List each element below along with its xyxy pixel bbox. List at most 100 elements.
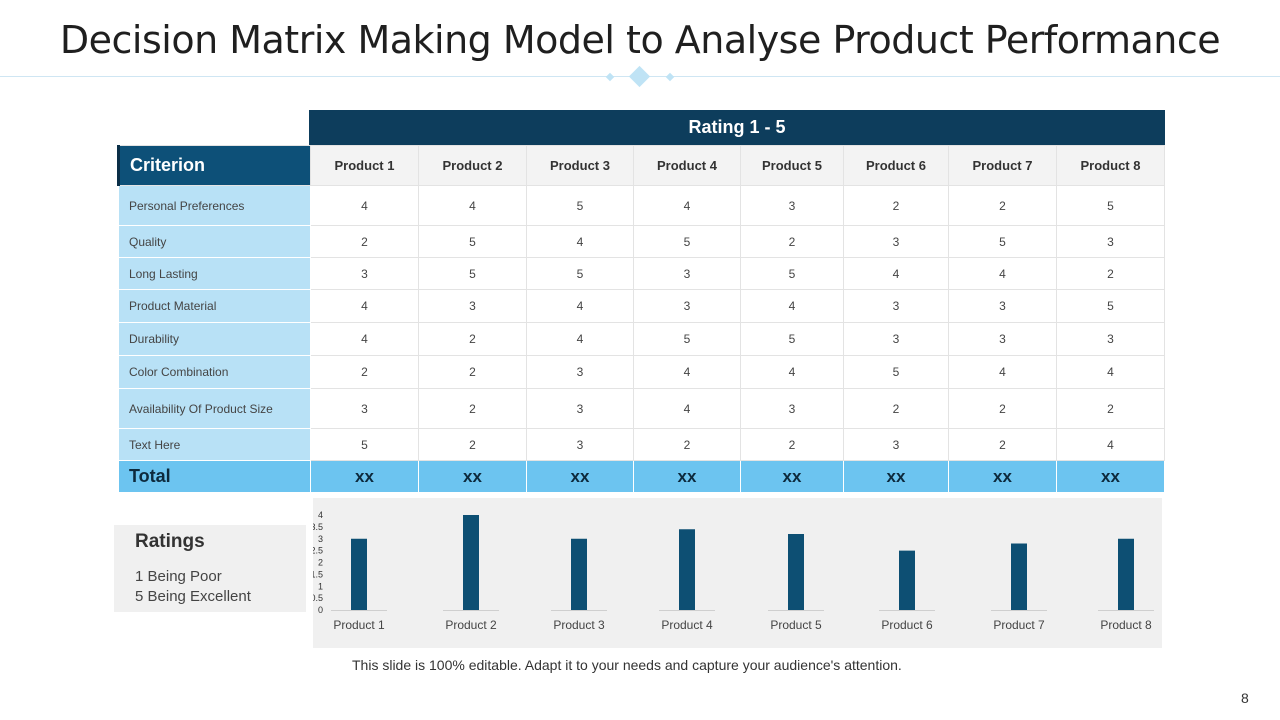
product-rating-chart-panel: 0 0.5 1 1.52 2.5 3 3.5 4 Product 1 Product 2 Produ… bbox=[313, 498, 1162, 648]
rating-cell: 5 bbox=[310, 428, 419, 461]
rating-cell: 5 bbox=[526, 257, 634, 290]
rating-cell: 3 bbox=[310, 388, 419, 429]
rating-cell: 3 bbox=[633, 257, 741, 290]
rating-cell: 5 bbox=[740, 257, 844, 290]
criterion-label: Durability bbox=[118, 322, 311, 356]
rating-cell: 2 bbox=[740, 225, 844, 258]
rating-cell: 4 bbox=[526, 289, 634, 323]
bar-product-4 bbox=[679, 529, 695, 610]
x-category-label: Product 2 bbox=[445, 618, 497, 632]
rating-cell: 4 bbox=[526, 225, 634, 258]
total-cell: xx bbox=[1056, 460, 1165, 493]
criterion-row: Durability 4 2 4 5 5 3 3 3 bbox=[118, 322, 1165, 356]
rating-cell: 4 bbox=[1056, 355, 1165, 389]
criterion-label: Availability Of Product Size bbox=[118, 388, 311, 429]
criterion-label: Text Here bbox=[118, 428, 311, 461]
total-label: Total bbox=[118, 460, 311, 493]
rating-cell: 2 bbox=[418, 428, 527, 461]
criterion-row: Availability Of Product Size 3 2 3 4 3 2 2 2 bbox=[118, 388, 1165, 429]
product-header-5: Product 5 bbox=[740, 145, 844, 186]
total-cell: xx bbox=[310, 460, 419, 493]
y-tick-label: 1.5 bbox=[313, 569, 323, 579]
rating-cell: 2 bbox=[843, 388, 949, 429]
rating-cell: 4 bbox=[310, 289, 419, 323]
rating-cell: 3 bbox=[843, 289, 949, 323]
y-tick-label: 3 bbox=[318, 534, 323, 544]
y-tick-label: 3.5 bbox=[313, 522, 323, 532]
rating-cell: 2 bbox=[948, 428, 1057, 461]
rating-cell: 3 bbox=[310, 257, 419, 290]
ratings-legend-title: Ratings bbox=[135, 531, 205, 552]
rating-cell: 3 bbox=[526, 428, 634, 461]
total-cell: xx bbox=[843, 460, 949, 493]
ratings-legend: Ratings 1 Being Poor 5 Being Excellent bbox=[114, 525, 306, 612]
bar-product-3 bbox=[571, 538, 587, 610]
bar-product-1 bbox=[351, 538, 367, 610]
criterion-row: Quality 2 5 4 5 2 3 5 3 bbox=[118, 225, 1165, 258]
slide-title: Decision Matrix Making Model to Analyse … bbox=[59, 18, 1221, 62]
rating-cell: 5 bbox=[526, 185, 634, 226]
total-cell: xx bbox=[948, 460, 1057, 493]
criterion-row: Text Here 5 2 3 2 2 3 2 4 bbox=[118, 428, 1165, 461]
y-tick-label: 0.5 bbox=[313, 593, 323, 603]
rating-cell: 3 bbox=[843, 225, 949, 258]
bar-product-7 bbox=[1011, 543, 1027, 610]
rating-cell: 5 bbox=[633, 225, 741, 258]
diamond-ornament-center bbox=[628, 65, 651, 88]
rating-cell: 3 bbox=[1056, 225, 1165, 258]
y-tick-label: 4 bbox=[318, 510, 323, 520]
rating-cell: 2 bbox=[418, 355, 527, 389]
rating-cell: 5 bbox=[418, 257, 527, 290]
rating-cell: 2 bbox=[310, 225, 419, 258]
rating-cell: 4 bbox=[310, 322, 419, 356]
product-header-8: Product 8 bbox=[1056, 145, 1165, 186]
bar-product-8 bbox=[1118, 538, 1134, 610]
total-row: Total xx xx xx xx xx xx xx xx bbox=[118, 460, 1165, 493]
rating-cell: 2 bbox=[418, 322, 527, 356]
footnote: This slide is 100% editable. Adapt it to… bbox=[352, 657, 902, 673]
criterion-row: Color Combination 2 2 3 4 4 5 4 4 bbox=[118, 355, 1165, 389]
rating-cell: 4 bbox=[948, 355, 1057, 389]
ratings-legend-line-excellent: 5 Being Excellent bbox=[135, 588, 251, 605]
rating-cell: 4 bbox=[633, 355, 741, 389]
decision-matrix-table: Criterion Product 1 Product 2 Product 3 Pro… bbox=[117, 145, 1165, 493]
rating-cell: 3 bbox=[526, 388, 634, 429]
product-header-1: Product 1 bbox=[310, 145, 419, 186]
criterion-label: Personal Preferences bbox=[118, 185, 311, 226]
x-category-label: Product 7 bbox=[993, 618, 1045, 632]
rating-cell: 3 bbox=[526, 355, 634, 389]
criterion-label: Product Material bbox=[118, 289, 311, 323]
rating-cell: 5 bbox=[948, 225, 1057, 258]
rating-cell: 2 bbox=[740, 428, 844, 461]
rating-cell: 4 bbox=[740, 289, 844, 323]
y-tick-label: 2 bbox=[318, 558, 323, 568]
total-cell: xx bbox=[633, 460, 741, 493]
rating-cell: 2 bbox=[1056, 388, 1165, 429]
product-header-4: Product 4 bbox=[633, 145, 741, 186]
rating-cell: 3 bbox=[843, 322, 949, 356]
y-tick-label: 1 bbox=[318, 581, 323, 591]
rating-cell: 5 bbox=[843, 355, 949, 389]
criterion-label: Long Lasting bbox=[118, 257, 311, 290]
rating-cell: 2 bbox=[948, 185, 1057, 226]
y-tick-label: 2.5 bbox=[313, 546, 323, 556]
x-category-label: Product 3 bbox=[553, 618, 605, 632]
x-category-label: Product 8 bbox=[1100, 618, 1152, 632]
product-header-6: Product 6 bbox=[843, 145, 949, 186]
product-rating-bar-chart: 0 0.5 1 1.52 2.5 3 3.5 4 Product 1 Product 2 Produ… bbox=[313, 510, 1154, 632]
criterion-row: Long Lasting 3 5 5 3 5 4 4 2 bbox=[118, 257, 1165, 290]
rating-cell: 4 bbox=[740, 355, 844, 389]
rating-cell: 3 bbox=[740, 185, 844, 226]
rating-cell: 4 bbox=[1056, 428, 1165, 461]
rating-cell: 4 bbox=[526, 322, 634, 356]
rating-cell: 5 bbox=[1056, 185, 1165, 226]
rating-cell: 2 bbox=[418, 388, 527, 429]
product-header-7: Product 7 bbox=[948, 145, 1057, 186]
rating-cell: 3 bbox=[948, 289, 1057, 323]
total-cell: xx bbox=[740, 460, 844, 493]
rating-cell: 5 bbox=[418, 225, 527, 258]
rating-cell: 4 bbox=[948, 257, 1057, 290]
rating-cell: 3 bbox=[740, 388, 844, 429]
bar-product-5 bbox=[788, 534, 804, 610]
x-category-label: Product 1 bbox=[333, 618, 385, 632]
